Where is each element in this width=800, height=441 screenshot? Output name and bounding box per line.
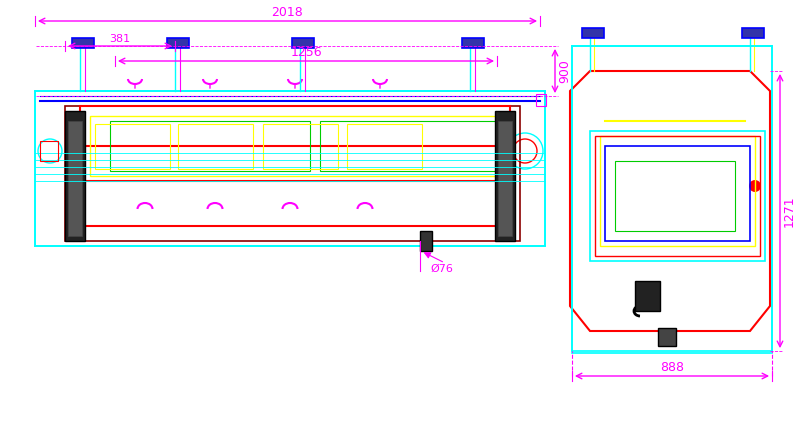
Bar — [35, 91, 545, 246]
Bar — [320, 121, 500, 171]
Text: 1271: 1271 — [783, 195, 796, 227]
Bar — [65, 111, 85, 241]
Circle shape — [749, 180, 761, 192]
Text: Ø76: Ø76 — [430, 264, 453, 274]
Bar — [536, 94, 546, 106]
Bar — [420, 231, 432, 251]
Bar — [635, 281, 660, 311]
Text: 888: 888 — [660, 361, 684, 374]
Bar — [178, 124, 253, 169]
Bar — [263, 124, 338, 169]
Bar — [40, 141, 58, 161]
Bar — [292, 38, 314, 48]
Text: 381: 381 — [110, 34, 130, 44]
Text: 1256: 1256 — [290, 46, 322, 59]
Bar — [572, 46, 772, 351]
Bar — [615, 161, 735, 231]
Bar — [95, 124, 170, 169]
Text: 2018: 2018 — [272, 6, 303, 19]
Bar — [167, 38, 189, 48]
Text: 900: 900 — [558, 59, 571, 83]
Bar — [347, 124, 422, 169]
Bar — [590, 131, 765, 261]
Bar — [72, 38, 94, 48]
Bar — [600, 136, 755, 246]
Bar — [742, 28, 764, 38]
Bar — [658, 328, 676, 346]
Bar — [110, 121, 310, 171]
Bar — [80, 106, 510, 181]
Bar — [68, 121, 82, 236]
Bar — [595, 136, 760, 256]
Bar — [495, 111, 515, 241]
Bar — [462, 38, 484, 48]
Bar — [582, 28, 604, 38]
Bar — [605, 146, 750, 241]
Bar — [65, 106, 520, 241]
Bar — [80, 146, 510, 226]
Bar — [498, 121, 512, 236]
Bar — [90, 116, 500, 176]
